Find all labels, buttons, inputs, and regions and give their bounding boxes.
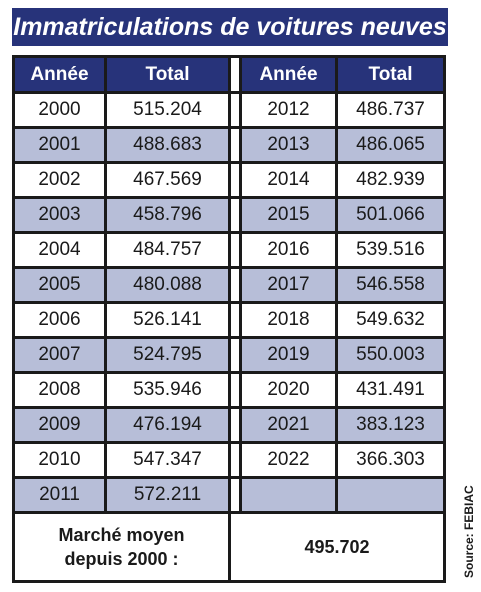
average-label: Marché moyen depuis 2000 : bbox=[15, 514, 231, 580]
column-gap bbox=[231, 129, 242, 165]
cell-year-left: 2009 bbox=[15, 409, 107, 445]
cell-total-right: 549.632 bbox=[338, 304, 443, 340]
cell-total-left: 515.204 bbox=[107, 94, 231, 130]
cell-year-left: 2002 bbox=[15, 164, 107, 200]
cell-year-right: 2014 bbox=[242, 164, 338, 200]
cell-total-left: 572.211 bbox=[107, 479, 231, 515]
cell-year-left: 2003 bbox=[15, 199, 107, 235]
column-gap bbox=[231, 199, 242, 235]
column-gap bbox=[231, 339, 242, 375]
column-gap bbox=[231, 444, 242, 480]
table-row: 2008 535.946 2020 431.491 bbox=[15, 374, 443, 410]
registrations-table: Année Total Année Total 2000 515.204 2012 4… bbox=[15, 58, 443, 580]
header-total-right: Total bbox=[338, 58, 443, 94]
column-gap bbox=[231, 164, 242, 200]
average-row: Marché moyen depuis 2000 : 495.702 bbox=[15, 514, 443, 580]
cell-total-right: 550.003 bbox=[338, 339, 443, 375]
header-year-left: Année bbox=[15, 58, 107, 94]
header-total-left: Total bbox=[107, 58, 231, 94]
cell-year-right bbox=[242, 479, 338, 515]
cell-year-left: 2004 bbox=[15, 234, 107, 270]
cell-total-right: 539.516 bbox=[338, 234, 443, 270]
cell-year-left: 2006 bbox=[15, 304, 107, 340]
cell-year-right: 2018 bbox=[242, 304, 338, 340]
cell-year-left: 2000 bbox=[15, 94, 107, 130]
cell-total-left: 458.796 bbox=[107, 199, 231, 235]
table-row: 2002 467.569 2014 482.939 bbox=[15, 164, 443, 200]
cell-year-left: 2001 bbox=[15, 129, 107, 165]
cell-total-left: 476.194 bbox=[107, 409, 231, 445]
cell-total-left: 535.946 bbox=[107, 374, 231, 410]
cell-total-right: 501.066 bbox=[338, 199, 443, 235]
column-gap bbox=[231, 234, 242, 270]
chart-title: Immatriculations de voitures neuves bbox=[12, 8, 448, 46]
column-gap bbox=[231, 58, 242, 94]
cell-year-left: 2005 bbox=[15, 269, 107, 305]
cell-year-right: 2020 bbox=[242, 374, 338, 410]
table-row: 2006 526.141 2018 549.632 bbox=[15, 304, 443, 340]
cell-total-right: 366.303 bbox=[338, 444, 443, 480]
average-label-line2: depuis 2000 : bbox=[64, 549, 179, 570]
table-row: 2003 458.796 2015 501.066 bbox=[15, 199, 443, 235]
cell-total-left: 488.683 bbox=[107, 129, 231, 165]
column-gap bbox=[231, 269, 242, 305]
column-gap bbox=[231, 374, 242, 410]
table-row: 2007 524.795 2019 550.003 bbox=[15, 339, 443, 375]
column-gap bbox=[231, 304, 242, 340]
registrations-table-frame: Année Total Année Total 2000 515.204 2012 4… bbox=[12, 55, 446, 583]
cell-total-left: 547.347 bbox=[107, 444, 231, 480]
column-gap bbox=[231, 479, 242, 515]
cell-total-right: 482.939 bbox=[338, 164, 443, 200]
cell-year-right: 2019 bbox=[242, 339, 338, 375]
table-row: 2005 480.088 2017 546.558 bbox=[15, 269, 443, 305]
table-row: 2004 484.757 2016 539.516 bbox=[15, 234, 443, 270]
table-body: 2000 515.204 2012 486.737 2001 488.683 2013 486… bbox=[15, 94, 443, 580]
average-value: 495.702 bbox=[231, 514, 443, 580]
cell-year-right: 2017 bbox=[242, 269, 338, 305]
cell-year-right: 2015 bbox=[242, 199, 338, 235]
cell-total-left: 484.757 bbox=[107, 234, 231, 270]
cell-year-right: 2012 bbox=[242, 94, 338, 130]
column-gap bbox=[231, 409, 242, 445]
cell-total-right: 486.737 bbox=[338, 94, 443, 130]
table-row: 2001 488.683 2013 486.065 bbox=[15, 129, 443, 165]
cell-total-left: 480.088 bbox=[107, 269, 231, 305]
cell-year-right: 2013 bbox=[242, 129, 338, 165]
average-label-line1: Marché moyen bbox=[58, 525, 185, 546]
table-row: 2011 572.211 bbox=[15, 479, 443, 515]
cell-total-right: 383.123 bbox=[338, 409, 443, 445]
cell-year-right: 2021 bbox=[242, 409, 338, 445]
column-gap bbox=[231, 94, 242, 130]
table-row: 2009 476.194 2021 383.123 bbox=[15, 409, 443, 445]
cell-year-left: 2010 bbox=[15, 444, 107, 480]
source-note: Source: FEBIAC bbox=[462, 485, 476, 578]
cell-total-left: 467.569 bbox=[107, 164, 231, 200]
cell-total-right: 546.558 bbox=[338, 269, 443, 305]
cell-year-right: 2016 bbox=[242, 234, 338, 270]
cell-year-left: 2007 bbox=[15, 339, 107, 375]
cell-total-right bbox=[338, 479, 443, 515]
cell-total-right: 431.491 bbox=[338, 374, 443, 410]
cell-total-left: 526.141 bbox=[107, 304, 231, 340]
header-year-right: Année bbox=[242, 58, 338, 94]
table-row: 2000 515.204 2012 486.737 bbox=[15, 94, 443, 130]
cell-year-left: 2011 bbox=[15, 479, 107, 515]
cell-total-right: 486.065 bbox=[338, 129, 443, 165]
cell-year-right: 2022 bbox=[242, 444, 338, 480]
table-row: 2010 547.347 2022 366.303 bbox=[15, 444, 443, 480]
cell-year-left: 2008 bbox=[15, 374, 107, 410]
cell-total-left: 524.795 bbox=[107, 339, 231, 375]
